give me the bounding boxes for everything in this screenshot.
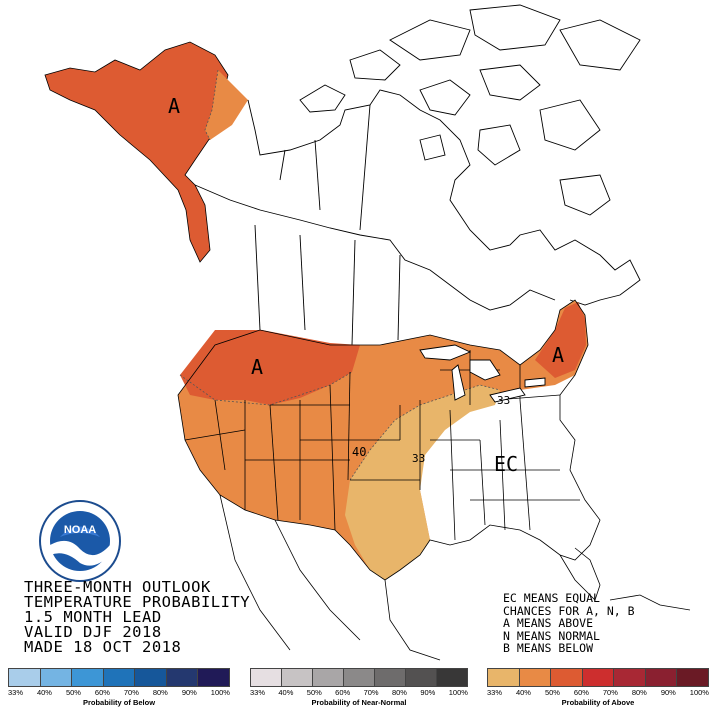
label-northeast-a: A: [552, 343, 564, 367]
scale-normal-ticks: 33% 40% 50% 60% 70% 80% 90% 100%: [250, 688, 468, 697]
scale-swatch: [198, 669, 230, 686]
scale-tick-label: 50%: [306, 688, 322, 697]
scale-swatch: [40, 669, 73, 686]
scale-tick-label: 100%: [448, 688, 468, 697]
scale-tick-label: 90%: [420, 688, 436, 697]
title-line-5: MADE 18 OCT 2018: [24, 638, 182, 656]
label-contour-40: 40: [352, 445, 366, 459]
scale-tick-label: 33%: [250, 688, 266, 697]
scale-swatch: [9, 669, 41, 686]
scale-swatch: [582, 669, 615, 686]
scale-tick-label: 70%: [363, 688, 379, 697]
arctic-islands: [299, 4, 641, 216]
legend-note-2: CHANCES FOR A, N, B: [503, 603, 635, 618]
scale-swatch: [135, 669, 167, 686]
alaska-shade-50: [44, 41, 229, 263]
scale-swatch: [166, 669, 199, 686]
scale-above-bar: [487, 668, 709, 687]
scale-swatch: [437, 669, 467, 686]
title-line-1: THREE-MONTH OUTLOOK: [24, 578, 211, 596]
label-contour-33-plains: 33: [412, 452, 425, 465]
legend-notes: EC MEANS EQUAL CHANCES FOR A, N, B A MEA…: [503, 592, 635, 655]
scale-tick-label: 40%: [515, 688, 531, 697]
conus-shade-50: [180, 330, 360, 405]
scale-swatch: [645, 669, 678, 686]
great-lakes: [419, 344, 546, 403]
scale-normal-bar: [250, 668, 468, 687]
scale-above-caption: Probability of Above: [561, 698, 635, 707]
scale-normal-caption: Probability of Near-Normal: [311, 698, 407, 707]
scale-swatch: [488, 669, 520, 686]
label-alaska-a: A: [168, 94, 180, 118]
scale-tick-label: 100%: [689, 688, 709, 697]
scale-tick-label: 90%: [181, 688, 197, 697]
canada-outline: [194, 89, 641, 346]
scale-swatch: [406, 669, 437, 686]
scale-swatch: [375, 669, 406, 686]
scale-tick-label: 70%: [602, 688, 618, 697]
scale-below-bar: [8, 668, 230, 687]
scale-swatch: [251, 669, 282, 686]
scale-tick-label: 33%: [8, 688, 24, 697]
scale-tick-label: 33%: [487, 688, 503, 697]
scale-normal: 33% 40% 50% 60% 70% 80% 90% 100% Probability of…: [250, 668, 468, 707]
scale-swatch: [677, 669, 709, 686]
scale-tick-label: 60%: [573, 688, 589, 697]
scale-tick-label: 60%: [94, 688, 110, 697]
scale-tick-label: 80%: [391, 688, 407, 697]
label-ec: EC: [494, 452, 518, 476]
scale-tick-label: 40%: [278, 688, 294, 697]
florida-outline: [559, 547, 691, 611]
scale-swatch: [72, 669, 104, 686]
scale-below-caption: Probability of Below: [82, 698, 156, 707]
label-contour-33-east: 33: [497, 394, 510, 407]
scale-above: 33% 40% 50% 60% 70% 80% 90% 100% Probability of…: [487, 668, 709, 707]
legend-note-5: B MEANS BELOW: [503, 641, 594, 655]
scale-tick-label: 90%: [660, 688, 676, 697]
scale-tick-label: 80%: [631, 688, 647, 697]
scale-swatch: [519, 669, 552, 686]
legend-note-1: EC MEANS EQUAL: [503, 591, 600, 605]
scale-swatch: [282, 669, 313, 686]
scale-below-ticks: 33% 40% 50% 60% 70% 80% 90% 100%: [8, 688, 230, 697]
scale-below: 33% 40% 50% 60% 70% 80% 90% 100% Probability of…: [8, 668, 230, 707]
scale-tick-label: 70%: [123, 688, 139, 697]
scale-tick-label: 50%: [65, 688, 81, 697]
scale-tick-label: 60%: [335, 688, 351, 697]
alaska-region: [44, 41, 248, 263]
label-northwest-a: A: [251, 355, 263, 379]
scale-swatch: [103, 669, 136, 686]
scale-swatch: [344, 669, 375, 686]
noaa-logo: NOAA: [39, 500, 121, 582]
legend-note-3: A MEANS ABOVE: [503, 616, 594, 630]
scale-tick-label: 100%: [210, 688, 230, 697]
noaa-logo-text: NOAA: [64, 524, 96, 536]
scale-tick-label: 50%: [544, 688, 560, 697]
state-lines: [177, 299, 601, 581]
legend-note-4: N MEANS NORMAL: [503, 628, 600, 643]
mexico-outline: [219, 494, 441, 661]
scale-swatch: [313, 669, 344, 686]
title-line-2: TEMPERATURE PROBABILITY: [24, 593, 251, 611]
title-line-3: 1.5 MONTH LEAD: [24, 608, 162, 626]
scale-swatch: [614, 669, 646, 686]
scale-tick-label: 80%: [152, 688, 168, 697]
scale-swatch: [551, 669, 583, 686]
title-line-4: VALID DJF 2018: [24, 623, 162, 641]
outlook-title-block: THREE-MONTH OUTLOOK TEMPERATURE PROBABIL…: [24, 578, 324, 656]
ne-shade-50: [535, 302, 586, 378]
scale-tick-label: 40%: [36, 688, 52, 697]
scale-above-ticks: 33% 40% 50% 60% 70% 80% 90% 100%: [487, 688, 709, 697]
